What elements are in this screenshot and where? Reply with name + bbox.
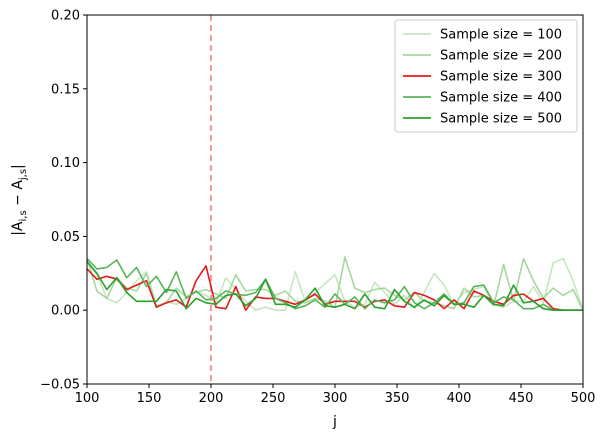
y-axis-label: |Ai,s − Aj,s| [10, 164, 29, 236]
y-tick-label: −0.05 [40, 378, 80, 393]
x-tick-label: 100 [75, 391, 100, 406]
series-line-5 [87, 260, 583, 312]
plot-area [87, 15, 583, 384]
legend-label-2: Sample size = 200 [440, 49, 562, 64]
x-axis: 100 150 200 250 300 350 400 450 500 [75, 384, 596, 406]
legend-frame [394, 19, 578, 133]
x-axis-label: j [332, 414, 337, 430]
y-axis: −0.05 0.00 0.05 0.10 0.15 0.20 [40, 9, 87, 393]
legend: Sample size = 100 Sample size = 200 Sample… [394, 19, 578, 133]
y-tick-label: 0.15 [51, 82, 80, 97]
x-tick-label: 400 [447, 391, 472, 406]
series-line-3 [87, 265, 583, 312]
legend-label-3: Sample size = 300 [440, 70, 562, 85]
x-tick-label: 200 [199, 391, 224, 406]
x-tick-label: 500 [571, 391, 596, 406]
x-tick-label: 300 [323, 391, 348, 406]
y-tick-label: 0.10 [51, 156, 80, 171]
x-tick-label: 250 [261, 391, 286, 406]
legend-label-5: Sample size = 500 [440, 112, 562, 127]
x-tick-label: 350 [385, 391, 410, 406]
legend-label-4: Sample size = 400 [440, 91, 562, 106]
series-line-4 [87, 257, 583, 312]
legend-label-1: Sample size = 100 [440, 28, 562, 43]
x-tick-label: 150 [137, 391, 162, 406]
x-tick-label: 450 [509, 391, 534, 406]
y-tick-label: 0.20 [51, 9, 80, 24]
y-tick-label: 0.00 [51, 304, 80, 319]
y-tick-label: 0.05 [51, 230, 80, 245]
